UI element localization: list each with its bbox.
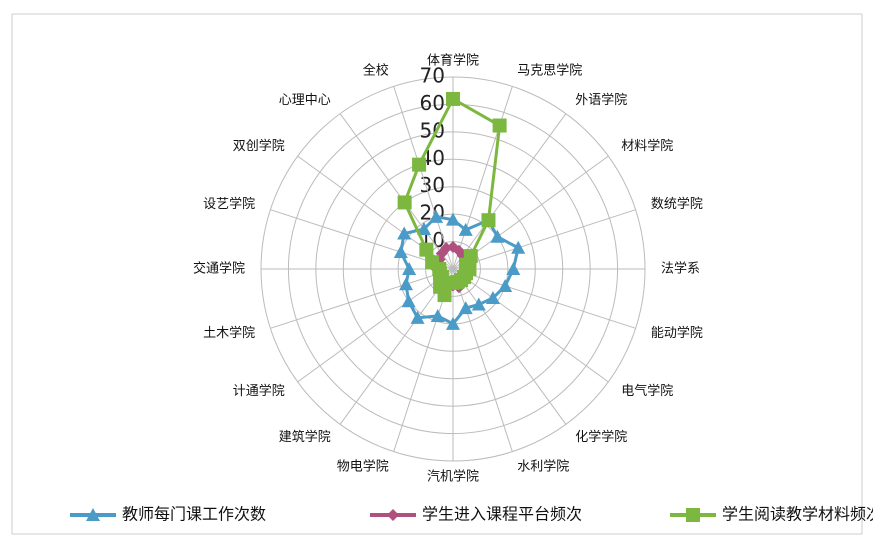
spoke	[297, 268, 454, 383]
spoke	[270, 268, 454, 329]
point	[471, 297, 486, 311]
grid: 010203040506070体育学院马克思学院外语学院材料学院数统学院法学系能…	[193, 53, 703, 485]
category-label: 交通学院	[193, 261, 245, 277]
point	[458, 222, 473, 236]
point	[402, 262, 417, 275]
point	[412, 157, 427, 172]
legend-label: 学生进入课程平台频次	[422, 505, 582, 524]
point	[440, 242, 453, 255]
point	[498, 278, 513, 292]
category-label: 能动学院	[651, 325, 703, 341]
point	[446, 91, 460, 106]
point	[511, 240, 526, 254]
plot	[86, 91, 700, 522]
plot-frame	[11, 13, 863, 535]
spoke	[452, 86, 513, 270]
point	[397, 195, 412, 210]
point	[397, 226, 412, 240]
category-label: 建筑学院	[279, 429, 331, 445]
category-label: 数统学院	[651, 196, 703, 212]
spoke	[452, 113, 567, 270]
category-label: 水利学院	[517, 458, 569, 474]
category-label: 电气学院	[621, 383, 673, 399]
spoke	[339, 113, 454, 270]
point	[416, 222, 431, 236]
point	[446, 275, 460, 290]
category-label: 物电学院	[337, 458, 389, 474]
category-label: 双创学院	[233, 138, 285, 154]
point	[446, 316, 460, 330]
spoke	[452, 268, 609, 383]
point	[506, 262, 521, 275]
spoke	[452, 268, 636, 329]
point	[430, 308, 445, 322]
category-label: 土木学院	[203, 325, 255, 341]
spoke	[393, 86, 454, 270]
point	[410, 310, 425, 324]
spoke	[452, 155, 609, 270]
r-tick-label: 60	[420, 91, 445, 115]
point	[399, 277, 414, 291]
spoke	[452, 209, 636, 270]
point	[429, 209, 444, 223]
category-label: 马克思学院	[517, 63, 582, 79]
category-label: 全校	[363, 63, 389, 79]
r-tick-label: 30	[420, 173, 445, 197]
spoke	[452, 268, 513, 452]
point	[490, 229, 505, 243]
spoke	[339, 268, 454, 425]
legend-label: 学生阅读教学材料频次	[722, 505, 873, 524]
point	[419, 242, 434, 257]
point	[485, 291, 500, 305]
r-tick-label: 70	[420, 64, 445, 88]
point	[425, 255, 440, 270]
point	[481, 213, 496, 228]
point	[458, 301, 473, 315]
category-label: 外语学院	[575, 92, 627, 108]
point	[446, 212, 460, 226]
point	[492, 118, 507, 133]
legend-label: 教师每门课工作次数	[122, 505, 266, 524]
category-label: 化学学院	[575, 429, 627, 445]
point	[401, 294, 416, 308]
category-label: 设艺学院	[203, 196, 255, 212]
spoke	[452, 268, 567, 425]
category-label: 心理中心	[279, 93, 331, 108]
category-label: 计通学院	[233, 383, 285, 399]
legend: 教师每门课工作次数 学生进入课程平台频次 学生阅读教学材料频次	[70, 505, 873, 524]
point	[393, 245, 408, 259]
category-label: 法学系	[661, 261, 700, 277]
category-label: 材料学院	[621, 138, 673, 154]
spoke	[270, 209, 454, 270]
category-label: 体育学院	[427, 53, 479, 69]
category-label: 汽机学院	[427, 469, 479, 485]
